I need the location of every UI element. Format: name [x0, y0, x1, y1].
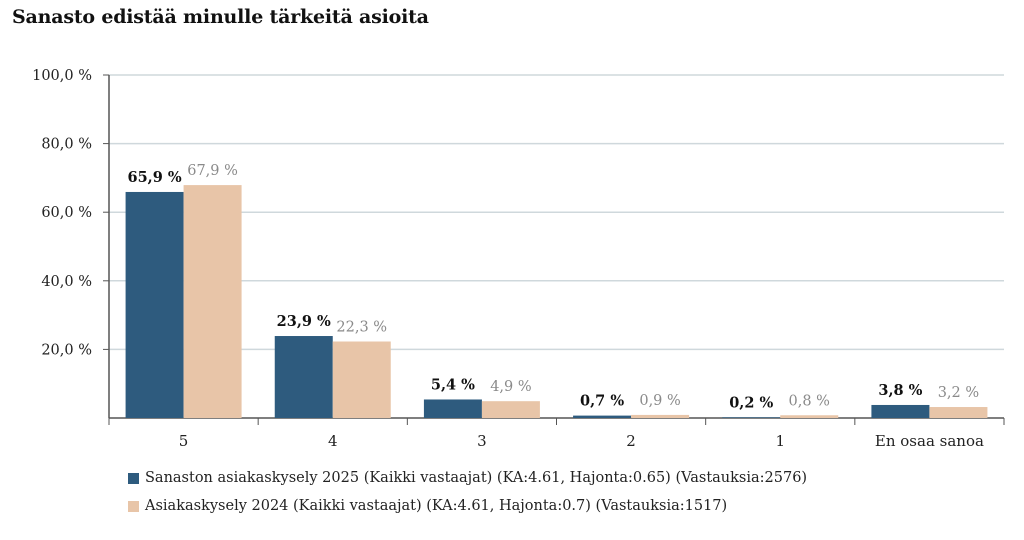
bar-2024 — [780, 415, 839, 418]
data-label-2025: 3,8 % — [878, 382, 922, 399]
legend-swatch-2025 — [128, 472, 139, 484]
chart-title: Sanasto edistää minulle tärkeitä asioita — [12, 6, 429, 28]
data-label-2024: 0,9 % — [639, 393, 680, 409]
legend-label-2025: Sanaston asiakaskysely 2025 (Kaikki vast… — [145, 470, 808, 486]
data-label-2025: 65,9 % — [128, 169, 182, 186]
y-tick-label: 60,0 % — [41, 205, 92, 221]
y-tick-label: 80,0 % — [41, 137, 92, 153]
x-category-label: 2 — [626, 432, 636, 450]
bar-2024 — [481, 401, 540, 418]
x-category-label: En osaa sanoa — [875, 432, 984, 450]
bar-2024 — [332, 341, 391, 418]
data-label-2025: 0,2 % — [729, 394, 773, 411]
legend-swatch-2024 — [128, 500, 139, 512]
legend-item-2025[interactable]: Sanaston asiakaskysely 2025 (Kaikki vast… — [128, 466, 807, 490]
data-label-2024: 67,9 % — [187, 163, 238, 179]
bar-2024 — [631, 414, 690, 418]
bar-2024 — [929, 407, 988, 418]
legend-item-2024[interactable]: Asiakaskysely 2024 (Kaikki vastaajat) (K… — [128, 494, 807, 518]
bar-2025 — [125, 191, 184, 418]
legend: Sanaston asiakaskysely 2025 (Kaikki vast… — [128, 466, 807, 522]
x-category-label: 5 — [179, 432, 189, 450]
bar-2024 — [183, 185, 242, 418]
x-category-label: 1 — [775, 432, 785, 450]
data-label-2024: 4,9 % — [490, 379, 531, 395]
y-tick-label: 20,0 % — [41, 342, 92, 358]
data-label-2024: 0,8 % — [789, 393, 830, 409]
bar-chart: 100,0 % 80,0 % 60,0 % 40,0 % 20,0 % 65,9 % 67,… — [32, 68, 1005, 450]
data-label-2024: 3,2 % — [938, 385, 979, 401]
y-tick-label: 40,0 % — [41, 274, 92, 290]
data-label-2025: 0,7 % — [580, 393, 624, 410]
data-label-2025: 5,4 % — [431, 376, 475, 393]
bar-2025 — [573, 415, 632, 418]
bar-2025 — [274, 336, 333, 418]
data-label-2025: 23,9 % — [277, 313, 331, 330]
bar-2025 — [423, 399, 482, 418]
y-tick-label: 100,0 % — [32, 68, 92, 84]
x-category-label: 3 — [477, 432, 487, 450]
bar-2025 — [722, 417, 781, 418]
x-category-label: 4 — [328, 432, 338, 450]
data-label-2024: 22,3 % — [336, 320, 387, 336]
bar-2025 — [871, 404, 930, 418]
legend-label-2024: Asiakaskysely 2024 (Kaikki vastaajat) (K… — [145, 498, 728, 514]
